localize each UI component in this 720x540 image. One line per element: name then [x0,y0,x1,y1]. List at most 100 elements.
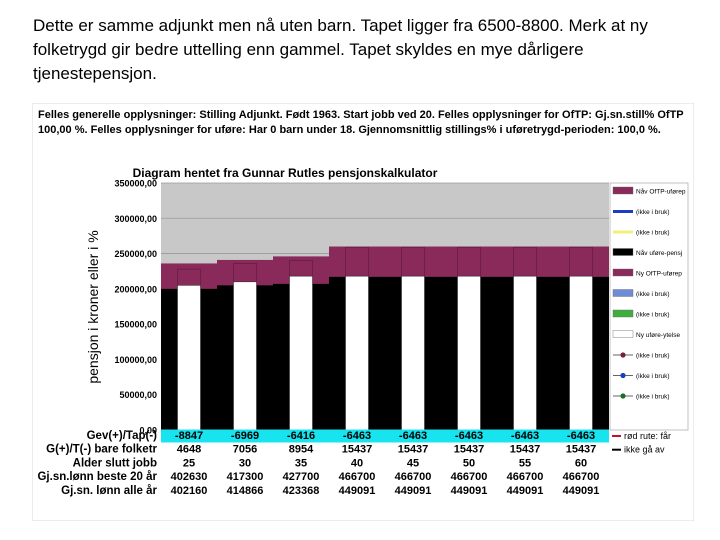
table-cell: -6463 [567,430,595,442]
legend-label: (ikke i bruk) [636,353,670,360]
table-cell: 15437 [398,444,429,456]
bar-ny-uforeytelse [177,285,201,431]
table-cell: -6416 [287,430,315,442]
bar-ny-oftp [513,246,537,277]
table-cell: 15437 [510,444,541,456]
bar-ny-oftp [457,246,481,277]
legend-swatch [612,186,634,195]
y-tick-label: 300000,00 [114,214,157,224]
legend-label: Nåv uføre-pensj [636,249,682,257]
table-cell: 466700 [395,471,432,483]
table-cell: -6969 [231,430,259,442]
table-cell: 417300 [227,471,264,483]
table-cell: 449091 [395,485,432,497]
y-tick-label: 0,00 [139,426,157,436]
table-cell: 35 [295,457,307,469]
legend-label: (ikke i bruk) [636,312,670,319]
legend-swatch [612,330,634,338]
bar-ny-oftp [289,260,313,277]
table-cell: -6463 [399,430,427,442]
y-tick-label: 50000,00 [119,390,157,400]
table-cell: -6463 [455,430,483,442]
table-row-label: Gev(+)/Tap(-) [87,430,158,442]
chart-frame: Diagram hentet fra Gunnar Rutles pensjon… [32,103,694,521]
table-cell: 40 [351,457,363,469]
bar-ny-oftp [233,263,257,283]
table-cell: 466700 [451,471,488,483]
bar-ny-oftp [177,268,201,286]
bar-ny-uforeytelse [457,275,481,431]
legend-label: (ikke i bruk) [636,394,670,401]
table-row-label: Gj.sn.lønn beste 20 år [37,471,157,483]
slide-caption: Dette er samme adjunkt men nå uten barn.… [33,16,648,83]
bar-ny-oftp [345,246,369,277]
legend-swatch [612,289,634,297]
table-cell: 414866 [227,485,264,497]
table-cell: 4648 [177,444,201,456]
bar-ny-uforeytelse [569,275,593,431]
legend-box [609,182,689,431]
info-box: Felles generelle opplysninger: Stilling … [38,108,688,142]
bar-ny-uforeytelse [233,281,257,431]
bar-ny-uforeytelse [289,275,313,431]
chart-title: Diagram hentet fra Gunnar Rutles pensjon… [133,166,438,180]
table-cell: 449091 [339,485,376,497]
y-axis-label: pensjon i kroner eller i % [85,230,101,383]
y-tick-label: 100000,00 [114,355,157,365]
legend-label: (ikke i bruk) [636,230,670,237]
table-cell: 449091 [451,485,488,497]
table-cell: 427700 [283,471,320,483]
legend-marker [620,372,626,379]
info-line-1: Felles generelle opplysninger: Stilling … [38,109,684,121]
table-cell: 449091 [507,485,544,497]
info-line-2: 100,00 %. Felles opplysninger for uføre:… [38,124,661,136]
table-row-label: Alder slutt jobb [73,457,157,469]
table-cell: 45 [407,457,419,469]
legend-label: Ny uføre-ytelse [636,332,680,339]
table-cell: -6463 [511,430,539,442]
y-tick-label: 200000,00 [114,284,157,294]
legend-marker [620,393,626,399]
table-cell: 15437 [566,444,597,456]
bar-ny-uforeytelse [345,275,369,431]
legend-label: (ikke i bruk) [636,209,670,216]
chart-root: Diagram hentet fra Gunnar Rutles pensjon… [37,166,689,497]
table-cell: 50 [463,457,475,469]
y-tick-label: 350000,00 [114,179,157,189]
table-cell: 15437 [454,444,485,456]
bar-ny-uforeytelse [401,275,425,431]
table-cell: -8847 [175,430,203,442]
y-tick-label: 250000,00 [114,249,157,259]
y-tick-label: 150000,00 [114,320,157,330]
table-cell: -6463 [343,430,371,442]
legend-swatch [612,248,634,256]
legend-bottom-label: ikke gå av [624,445,665,455]
table-cell: 402630 [171,471,208,483]
table-cell: 466700 [339,471,376,483]
table-row-label: G(+)/T(-) bare folketr [46,444,157,456]
table-cell: 55 [519,457,531,469]
bar-ny-uforeytelse [513,275,537,431]
bar-ny-oftp [569,246,593,277]
table-cell: 15437 [342,444,373,456]
table-cell: 449091 [563,485,600,497]
legend-bottom-label: rød rute: får [624,431,671,441]
legend-marker [620,352,626,358]
legend-swatch [612,268,634,277]
table-cell: 25 [183,457,195,469]
table-cell: 423368 [283,485,320,497]
table-cell: 466700 [507,471,544,483]
legend-label: (ikke i bruk) [636,373,670,380]
table-highlight-row [161,429,609,443]
table-row-label: Gj.sn. lønn alle år [61,485,157,497]
legend-label: Ny OfTP-uførep [636,271,682,278]
table-cell: 30 [239,457,251,469]
table-cell: 60 [575,457,587,469]
legend-label: Nåv OfTP-uførep [636,188,686,196]
bar-ny-oftp [401,246,425,277]
table-cell: 7056 [233,444,257,456]
legend-label: (ikke i bruk) [636,291,670,298]
legend-swatch [612,309,634,318]
table-cell: 402160 [171,485,208,497]
table-cell: 8954 [289,444,314,456]
